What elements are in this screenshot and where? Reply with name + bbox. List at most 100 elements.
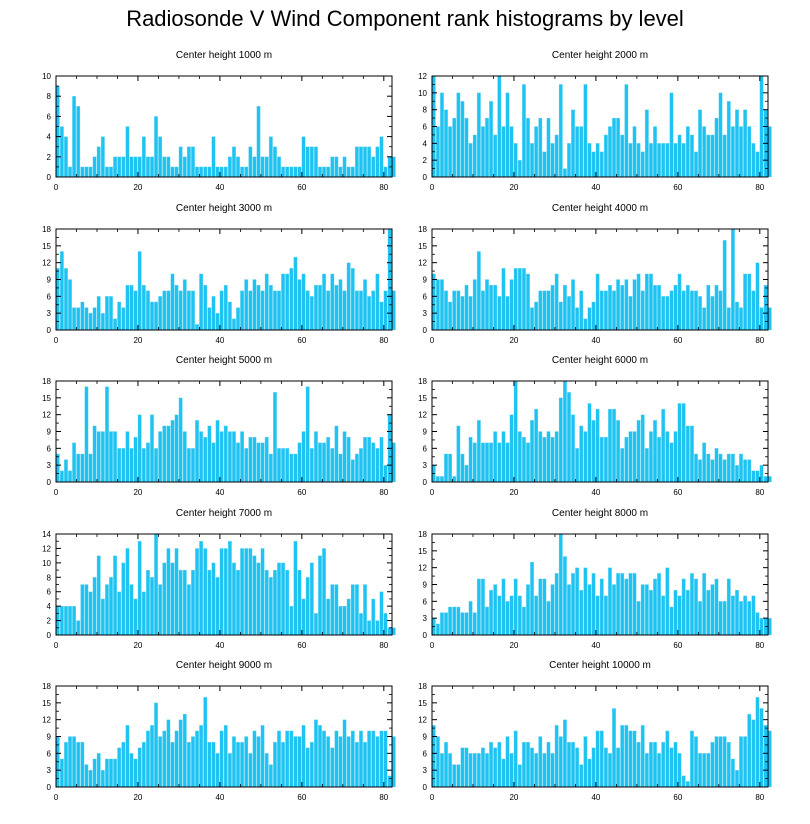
histogram-bar [661, 595, 666, 636]
histogram-bar [649, 273, 653, 331]
histogram-bar [591, 747, 596, 788]
histogram-bar [653, 578, 657, 636]
histogram-bar [440, 476, 444, 483]
histogram-bar [513, 730, 518, 788]
histogram-bar [575, 307, 580, 331]
histogram-bar [730, 453, 735, 483]
x-tick-label: 20 [509, 336, 518, 345]
histogram-bar [273, 146, 277, 178]
histogram-bar [620, 573, 625, 636]
histogram-bar [444, 109, 448, 178]
histogram-bar [550, 436, 555, 483]
histogram-bar [501, 578, 506, 636]
histogram-bar [297, 279, 302, 331]
histogram-bar [232, 146, 236, 178]
histogram-bar [76, 741, 81, 788]
histogram-bar [133, 156, 138, 178]
histogram-bar [493, 747, 498, 788]
y-tick-label: 2 [47, 617, 52, 626]
histogram-bar [227, 156, 232, 178]
x-tick-label: 0 [54, 183, 59, 192]
histogram-bar [232, 736, 236, 788]
y-tick-label: 3 [423, 766, 428, 775]
histogram-bar [244, 448, 249, 483]
histogram-bar [608, 408, 612, 483]
y-tick-label: 12 [418, 716, 427, 725]
histogram-bar [694, 578, 698, 636]
histogram-bar [166, 156, 171, 178]
histogram-bar [730, 228, 735, 331]
histogram-bar [268, 136, 273, 178]
histogram-bar [677, 134, 682, 178]
histogram-bar [342, 431, 347, 483]
histogram-bar [698, 601, 702, 636]
histogram-bar [567, 143, 571, 178]
histogram-bar [530, 561, 534, 636]
histogram-bar [554, 573, 559, 636]
histogram-bar [293, 736, 298, 788]
histogram-bar [595, 143, 600, 178]
histogram-bar [456, 92, 461, 178]
histogram-bar [751, 595, 756, 636]
histogram-bar [391, 736, 396, 788]
histogram-bar [285, 273, 290, 331]
histogram-bar [387, 775, 392, 788]
histogram-bar [375, 146, 380, 178]
histogram-bar [743, 109, 748, 178]
histogram-bar [603, 290, 608, 331]
histogram-bar [322, 548, 326, 636]
histogram-bar [195, 324, 199, 331]
histogram-bar [571, 741, 575, 788]
histogram-bar [268, 284, 273, 331]
histogram-bar [133, 598, 138, 636]
histogram-bar [620, 725, 625, 788]
histogram-bar [268, 577, 273, 636]
histogram-bar [456, 425, 461, 483]
histogram-bar [338, 453, 343, 483]
histogram-bar [113, 156, 118, 178]
histogram-bar [616, 747, 621, 788]
histogram-bar [174, 414, 179, 483]
histogram-bar [636, 741, 641, 788]
histogram-bar [121, 562, 126, 636]
histogram-bar [710, 741, 715, 788]
y-tick-label: 6 [423, 749, 428, 758]
histogram-bar [435, 126, 440, 178]
histogram-bar [751, 290, 756, 331]
y-tick-label: 6 [47, 749, 52, 758]
histogram-bar [468, 601, 473, 636]
histogram-bar [252, 279, 257, 331]
histogram-bar [530, 420, 534, 483]
histogram-bar [620, 284, 625, 331]
histogram-bar [464, 284, 469, 331]
histogram-bar [252, 436, 257, 483]
histogram-bar [550, 584, 555, 636]
histogram-bar [76, 106, 81, 178]
histogram-bar [472, 279, 477, 331]
histogram-bar [92, 156, 97, 178]
histogram-bar [125, 284, 130, 331]
histogram-bar [96, 296, 101, 331]
histogram-bar [158, 584, 163, 636]
histogram-bar [199, 273, 204, 331]
histogram-bar [313, 431, 318, 483]
histogram-bar [92, 307, 97, 331]
histogram-bar [558, 533, 563, 636]
y-tick-label: 6 [423, 444, 428, 453]
histogram-bar [755, 262, 760, 331]
y-tick-label: 8 [47, 573, 52, 582]
histogram-bar [546, 601, 551, 636]
histogram-bar [203, 697, 208, 788]
histogram-bar [669, 747, 674, 788]
panel-8: Center height 8000 m 0 3 6 9 12 15 18 0 20 40 60 80 [418, 508, 772, 650]
histogram-bar [587, 143, 592, 178]
histogram-bar [367, 296, 372, 331]
histogram-bar [526, 273, 530, 331]
histogram-bar [150, 414, 154, 483]
histogram-bar [542, 290, 547, 331]
histogram-bar [137, 414, 142, 483]
histogram-bar [244, 736, 249, 788]
histogram-bar [383, 166, 388, 178]
histogram-bar [322, 442, 326, 483]
histogram-bar [608, 753, 612, 788]
